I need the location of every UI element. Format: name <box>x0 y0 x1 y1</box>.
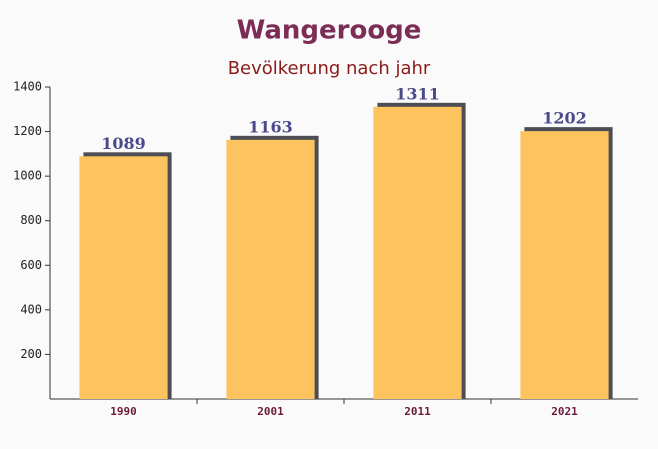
y-tick-label: 600 <box>20 258 42 272</box>
x-tick-label: 2011 <box>404 405 431 418</box>
x-tick-label: 2001 <box>257 405 284 418</box>
y-tick-label: 200 <box>20 347 42 361</box>
y-tick-label: 400 <box>20 302 42 316</box>
bar <box>226 139 315 399</box>
chart-title: Wangerooge <box>237 16 422 46</box>
chart-subtitle: Bevölkerung nach jahr <box>228 58 431 79</box>
x-tick-label: 1990 <box>110 405 137 418</box>
value-label: 1163 <box>248 117 293 136</box>
bar <box>373 106 462 399</box>
y-tick-label: 1400 <box>13 80 42 94</box>
value-label: 1311 <box>395 84 440 103</box>
y-tick-label: 1200 <box>13 124 42 138</box>
value-label: 1089 <box>101 134 146 153</box>
x-tick-label: 2021 <box>551 405 578 418</box>
value-label: 1202 <box>542 109 587 128</box>
bar <box>520 131 609 399</box>
y-tick-label: 1000 <box>13 169 42 183</box>
y-tick-label: 800 <box>20 213 42 227</box>
bar <box>79 156 168 399</box>
